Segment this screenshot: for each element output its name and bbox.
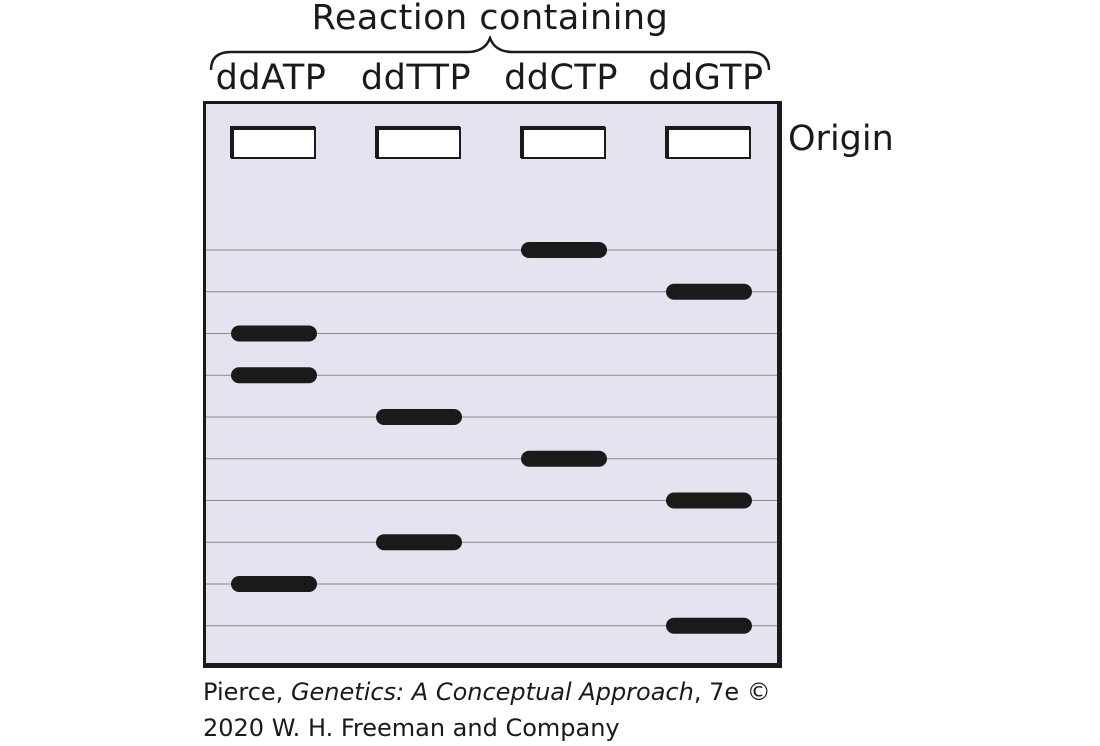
origin-well [666,127,751,159]
band-ddatp [231,367,317,384]
lane-label-ddgtp: ddGTP [648,58,764,98]
band-ddgtp [666,617,752,634]
origin-well-edge [230,126,315,158]
band-ddttp [376,409,462,425]
lane-label-ddttp: ddTTP [360,58,472,98]
band-ddgtp [666,283,752,300]
origin-well-edge [520,126,605,158]
credit-author: Pierce, [203,678,291,706]
origin-well [231,127,316,159]
band-ddatp [231,325,317,342]
figure-credit: Pierce, Genetics: A Conceptual Approach,… [203,674,771,746]
origin-label: Origin [788,119,894,159]
diagram-title: Reaction containing [311,0,669,38]
origin-well [376,127,461,159]
lane-label-ddctp: ddCTP [504,58,618,98]
sequencing-gel [203,101,782,668]
band-ddctp [521,242,607,258]
origin-well-edge [375,126,460,158]
gel-drawing [206,126,777,634]
lane-brace [209,36,771,71]
origin-well-edge [665,126,750,158]
origin-well [521,127,606,159]
band-ddctp [521,450,607,467]
credit-edition: , 7e © [693,678,771,706]
lane-label-ddatp: ddATP [215,58,327,98]
band-ddatp [231,576,317,592]
band-ddttp [376,534,462,551]
credit-book-title: Genetics: A Conceptual Approach [290,678,694,706]
band-ddgtp [666,492,752,509]
credit-publisher: 2020 W. H. Freeman and Company [203,714,620,742]
